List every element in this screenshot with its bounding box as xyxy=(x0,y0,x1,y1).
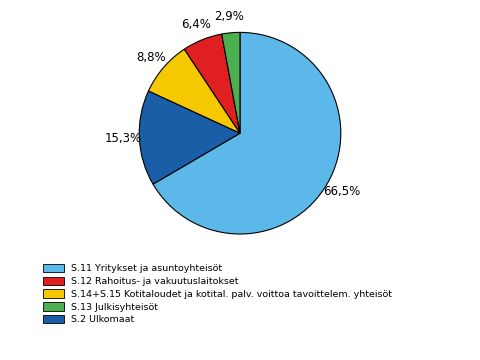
Text: 8,8%: 8,8% xyxy=(136,50,166,64)
Wedge shape xyxy=(139,91,240,184)
Text: 15,3%: 15,3% xyxy=(105,132,142,145)
Legend: S.11 Yritykset ja asuntoyhteisöt, S.12 Rahoitus- ja vakuutuslaitokset, S.14+S.15: S.11 Yritykset ja asuntoyhteisöt, S.12 R… xyxy=(43,264,393,324)
Text: 66,5%: 66,5% xyxy=(323,185,360,198)
Wedge shape xyxy=(153,32,341,234)
Wedge shape xyxy=(222,32,240,133)
Wedge shape xyxy=(184,34,240,133)
Text: 6,4%: 6,4% xyxy=(181,18,211,31)
Wedge shape xyxy=(148,49,240,133)
Text: 2,9%: 2,9% xyxy=(215,10,244,23)
